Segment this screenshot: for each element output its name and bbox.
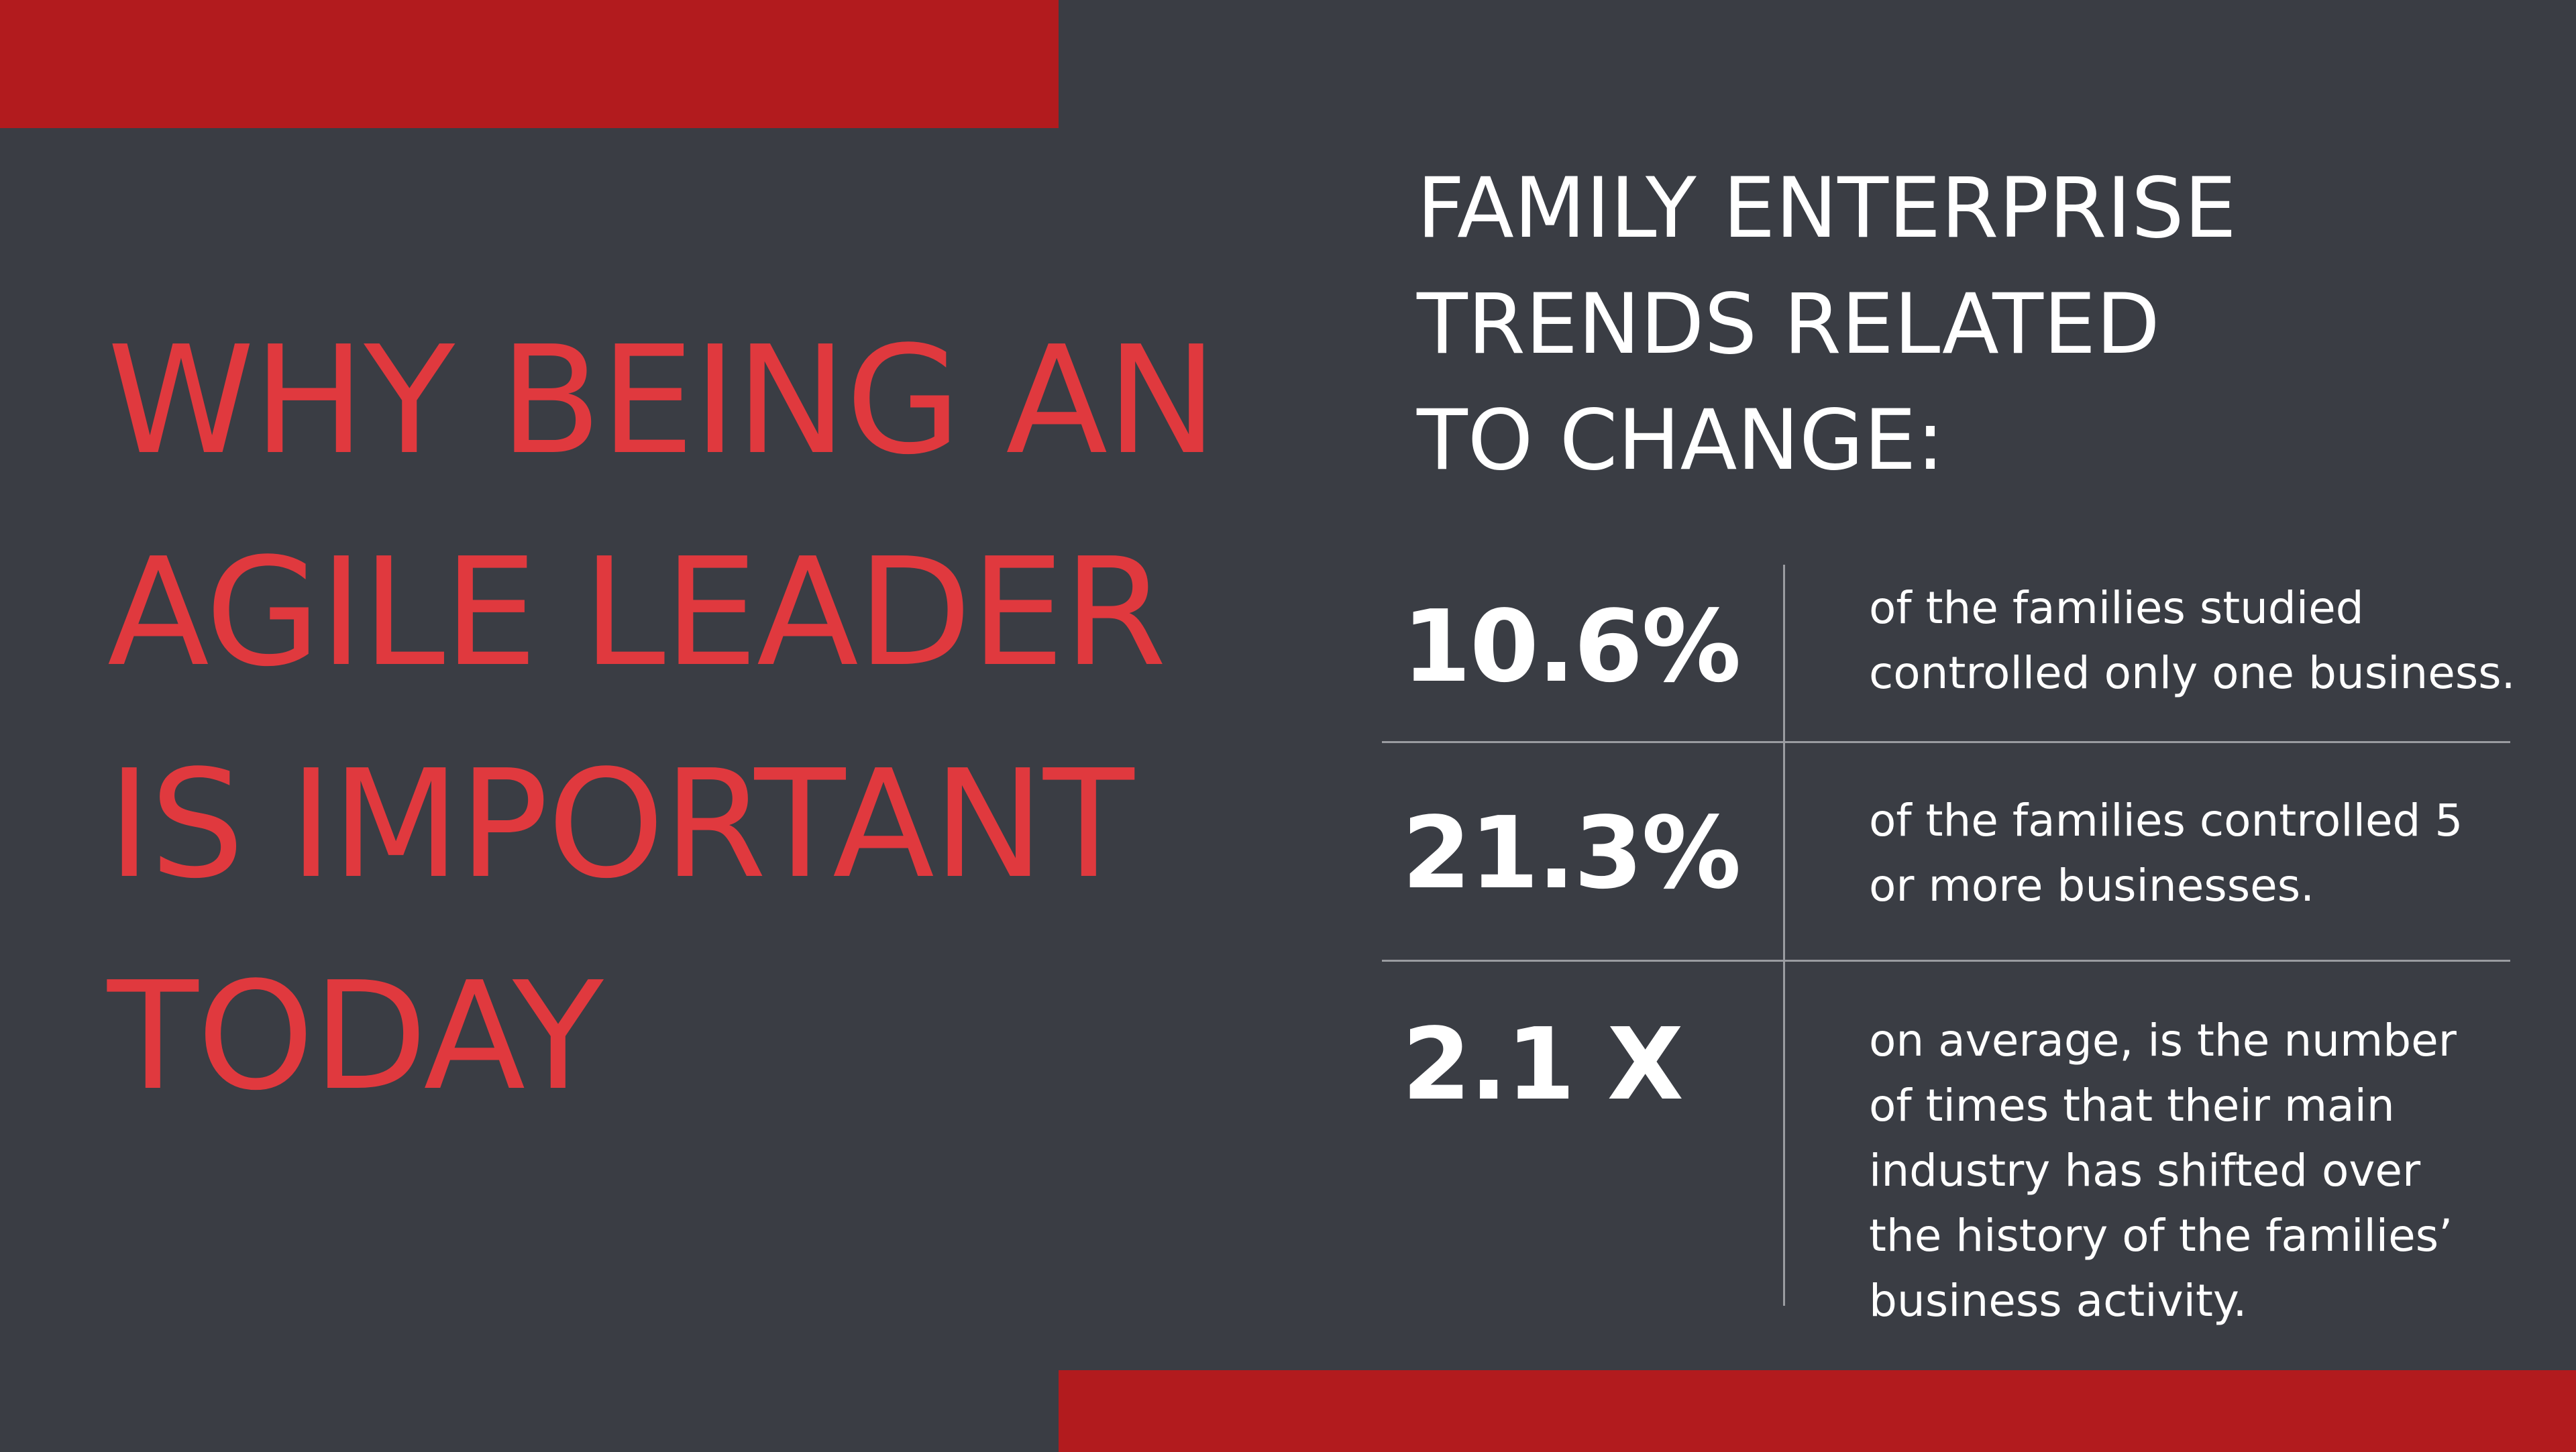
section-heading-line: TRENDS RELATED — [1417, 276, 2160, 373]
stat-description: of the families studied controlled only … — [1869, 575, 2553, 706]
stat-description: of the families controlled 5 or more bus… — [1869, 788, 2553, 918]
section-heading: FAMILY ENTERPRISE TRENDS RELATED TO CHAN… — [1417, 151, 2237, 499]
stat-value: 21.3% — [1402, 795, 1741, 911]
stat-description-line: or more businesses. — [1869, 860, 2315, 911]
section-heading-line: FAMILY ENTERPRISE — [1417, 160, 2237, 257]
stat-description-line: the history of the families’ — [1869, 1210, 2453, 1262]
main-title-line: IS IMPORTANT — [107, 738, 1134, 911]
stat-value: 2.1 X — [1402, 1007, 1684, 1122]
main-title-line: WHY BEING AN — [107, 315, 1218, 488]
stat-description-line: industry has shifted over — [1869, 1145, 2421, 1196]
stat-value: 10.6% — [1402, 589, 1741, 704]
stat-description-line: on average, is the number — [1869, 1015, 2457, 1066]
stat-description-line: of the families studied — [1869, 582, 2364, 634]
section-heading-line: TO CHANGE: — [1417, 392, 1945, 489]
main-title-line: AGILE LEADER — [107, 526, 1167, 700]
main-title: WHY BEING AN AGILE LEADER IS IMPORTANT T… — [107, 295, 1218, 1143]
row-divider — [1382, 960, 2510, 962]
stat-description: on average, is the number of times that … — [1869, 1008, 2553, 1333]
stat-description-line: of the families controlled 5 — [1869, 795, 2463, 846]
top-accent-bar — [0, 0, 1059, 128]
column-divider — [1783, 565, 1785, 1306]
bottom-accent-bar — [1059, 1370, 2576, 1452]
row-divider — [1382, 741, 2510, 743]
stat-description-line: business activity. — [1869, 1275, 2247, 1327]
main-title-line: TODAY — [107, 950, 604, 1123]
stat-description-line: of times that their main — [1869, 1080, 2395, 1131]
stat-description-line: controlled only one business. — [1869, 647, 2516, 699]
